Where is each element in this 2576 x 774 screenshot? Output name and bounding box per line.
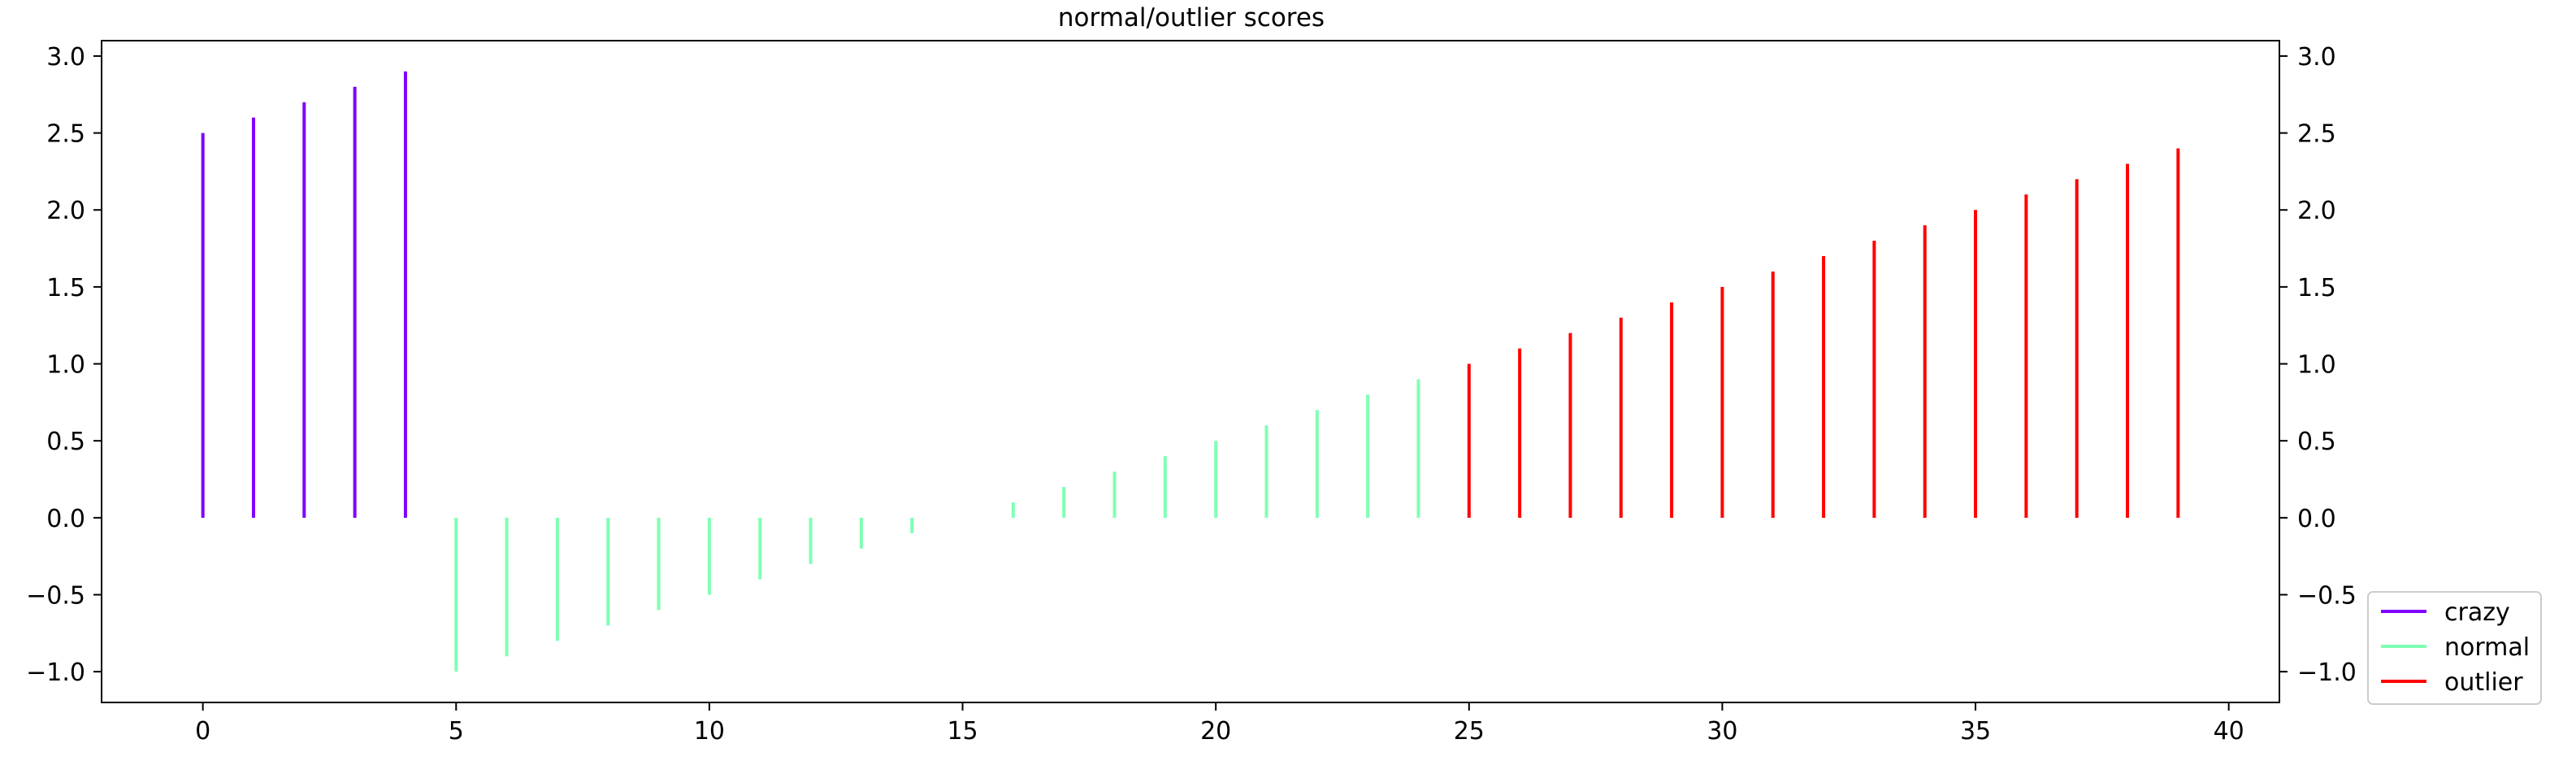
x-tick-label: 25 — [1454, 717, 1485, 746]
legend-label-normal: normal — [2444, 633, 2530, 662]
y-axis-left: −1.0 −0.5 0.0 0.5 1.0 1.5 2.0 2.5 3.0 — [26, 43, 102, 687]
x-tick-label: 20 — [1200, 717, 1231, 746]
chart-marks — [201, 71, 2180, 672]
chart-title: normal/outlier scores — [1058, 3, 1325, 33]
y-tick-label-left: 2.5 — [46, 120, 85, 149]
x-tick-label: 0 — [195, 717, 210, 746]
y-tick-label-left: 3.0 — [46, 43, 85, 72]
y-tick-label-right: −1.0 — [2297, 659, 2357, 687]
legend-box — [2367, 591, 2542, 705]
y-tick-label-left: 0.0 — [46, 505, 85, 533]
y-tick-label-right: 2.5 — [2297, 120, 2336, 149]
y-tick-label-left: 0.5 — [46, 428, 85, 456]
x-tick-label: 40 — [2214, 717, 2244, 746]
y-tick-label-right: 1.5 — [2297, 274, 2336, 302]
y-tick-label-left: 2.0 — [46, 197, 85, 225]
legend-label-outlier: outlier — [2444, 668, 2523, 697]
x-tick-label: 35 — [1960, 717, 1991, 746]
y-tick-label-right: 0.5 — [2297, 428, 2336, 456]
y-axis-right: −1.0 −0.5 0.0 0.5 1.0 1.5 2.0 2.5 3.0 — [2279, 43, 2357, 687]
y-tick-label-right: 2.0 — [2297, 197, 2336, 225]
x-tick-label: 15 — [947, 717, 978, 746]
x-tick-label: 30 — [1706, 717, 1737, 746]
y-tick-label-right: 1.0 — [2297, 351, 2336, 380]
y-tick-label-right: 3.0 — [2297, 43, 2336, 72]
y-tick-label-left: −0.5 — [26, 581, 85, 610]
y-tick-label-right: 0.0 — [2297, 505, 2336, 533]
y-tick-label-right: −0.5 — [2297, 581, 2357, 610]
x-tick-label: 10 — [694, 717, 725, 746]
legend-label-crazy: crazy — [2444, 598, 2510, 627]
legend: crazy normal outlier — [2367, 591, 2542, 705]
x-tick-label: 5 — [449, 717, 464, 746]
y-tick-label-left: 1.5 — [46, 274, 85, 302]
y-tick-label-left: 1.0 — [46, 351, 85, 380]
y-tick-label-left: −1.0 — [26, 659, 85, 687]
x-axis: 0 5 10 15 20 25 30 35 40 — [195, 702, 2244, 746]
plot-frame — [101, 40, 2280, 703]
